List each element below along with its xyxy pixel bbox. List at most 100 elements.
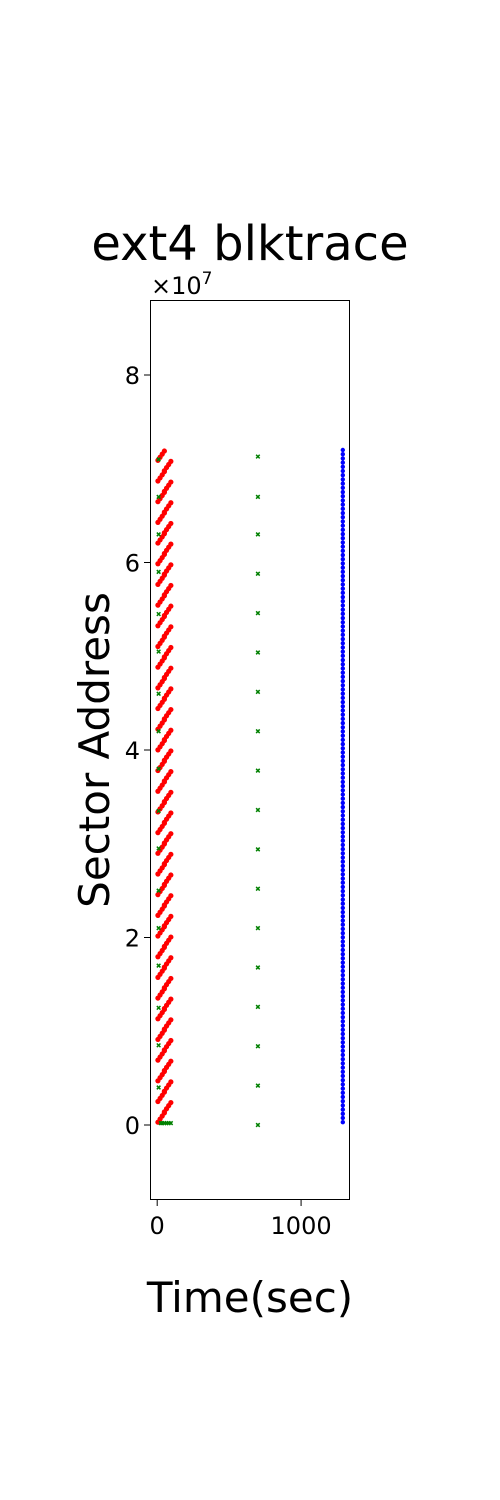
data-point [168, 624, 174, 630]
plot-frame [150, 300, 350, 1200]
data-point [156, 925, 161, 931]
data-point [255, 1043, 261, 1049]
data-point [340, 464, 346, 470]
data-point [340, 981, 346, 986]
data-point [340, 632, 346, 638]
data-point [340, 620, 346, 625]
data-point [168, 851, 174, 857]
data-point [340, 649, 346, 654]
data-point [340, 998, 346, 1003]
data-point [340, 653, 346, 659]
data-point [340, 573, 346, 579]
data-point [168, 831, 174, 837]
data-point [340, 481, 346, 486]
data-point [340, 624, 346, 629]
data-point [340, 914, 346, 919]
data-point [156, 1005, 161, 1011]
chart-title: ext4 blktrace [91, 216, 408, 272]
data-point [340, 670, 346, 675]
data-point [340, 628, 346, 633]
data-point [340, 909, 346, 915]
data-point [340, 720, 346, 726]
data-point [340, 1098, 346, 1104]
data-point [340, 1103, 346, 1108]
data-point [255, 768, 261, 773]
data-point [255, 1004, 261, 1010]
data-point [340, 737, 346, 743]
data-point [340, 804, 346, 810]
data-point [156, 808, 161, 814]
data-point [340, 662, 346, 667]
data-point [340, 792, 346, 797]
data-point [340, 926, 346, 932]
data-point [340, 447, 346, 453]
data-point [340, 964, 346, 969]
data-point [340, 1119, 346, 1125]
data-point [168, 1099, 174, 1106]
data-point [255, 689, 261, 695]
data-point [340, 838, 346, 843]
series-2 [340, 447, 346, 1125]
data-point [340, 1044, 346, 1049]
data-point [255, 494, 261, 500]
data-point [340, 1002, 346, 1007]
data-point [340, 922, 346, 927]
data-point [340, 1040, 346, 1045]
data-point [340, 506, 346, 512]
data-point [168, 1058, 174, 1064]
data-point [168, 934, 174, 940]
data-point [168, 541, 174, 547]
data-point [340, 1065, 346, 1070]
data-point [156, 846, 161, 851]
data-point [340, 657, 346, 663]
data-point [340, 586, 346, 591]
data-point [340, 968, 346, 974]
data-point [168, 769, 174, 775]
data-point [340, 834, 346, 839]
data-point [340, 943, 346, 948]
data-point [340, 741, 346, 747]
data-point [156, 1042, 161, 1048]
data-point [168, 872, 174, 878]
y-tick-label: 6 [125, 550, 140, 578]
data-point [340, 687, 346, 692]
y-axis-ticks: 0 2 4 6 8 [125, 362, 150, 1140]
x-axis-label: Time(sec) [146, 1273, 353, 1322]
data-point [168, 500, 174, 506]
data-point [168, 603, 174, 609]
data-point [168, 913, 174, 919]
data-point [168, 665, 174, 671]
data-point [168, 582, 174, 589]
data-point [340, 1107, 346, 1112]
data-point [340, 594, 346, 600]
data-point [156, 569, 161, 575]
data-layer [155, 447, 346, 1128]
data-point [340, 666, 346, 671]
data-point [340, 1031, 346, 1037]
data-point [340, 872, 346, 877]
data-point [168, 479, 174, 485]
data-point [340, 956, 346, 961]
data-point [340, 599, 346, 604]
data-point [340, 746, 346, 751]
y-axis-exponent-power: 7 [202, 269, 213, 289]
data-point [340, 762, 346, 768]
data-point [340, 552, 346, 558]
data-point [340, 716, 346, 722]
data-point [255, 571, 261, 577]
data-point [340, 519, 346, 524]
data-point [168, 1017, 174, 1023]
data-point [255, 532, 261, 537]
data-point [340, 951, 346, 957]
data-point [156, 766, 161, 772]
data-point [340, 888, 346, 894]
data-point [340, 905, 346, 911]
data-point [340, 830, 346, 835]
data-point [156, 963, 161, 968]
data-point [255, 925, 261, 931]
data-point [340, 1006, 346, 1011]
data-point [340, 561, 346, 566]
data-point [340, 842, 346, 848]
data-point [168, 975, 174, 982]
data-point [340, 1111, 346, 1116]
